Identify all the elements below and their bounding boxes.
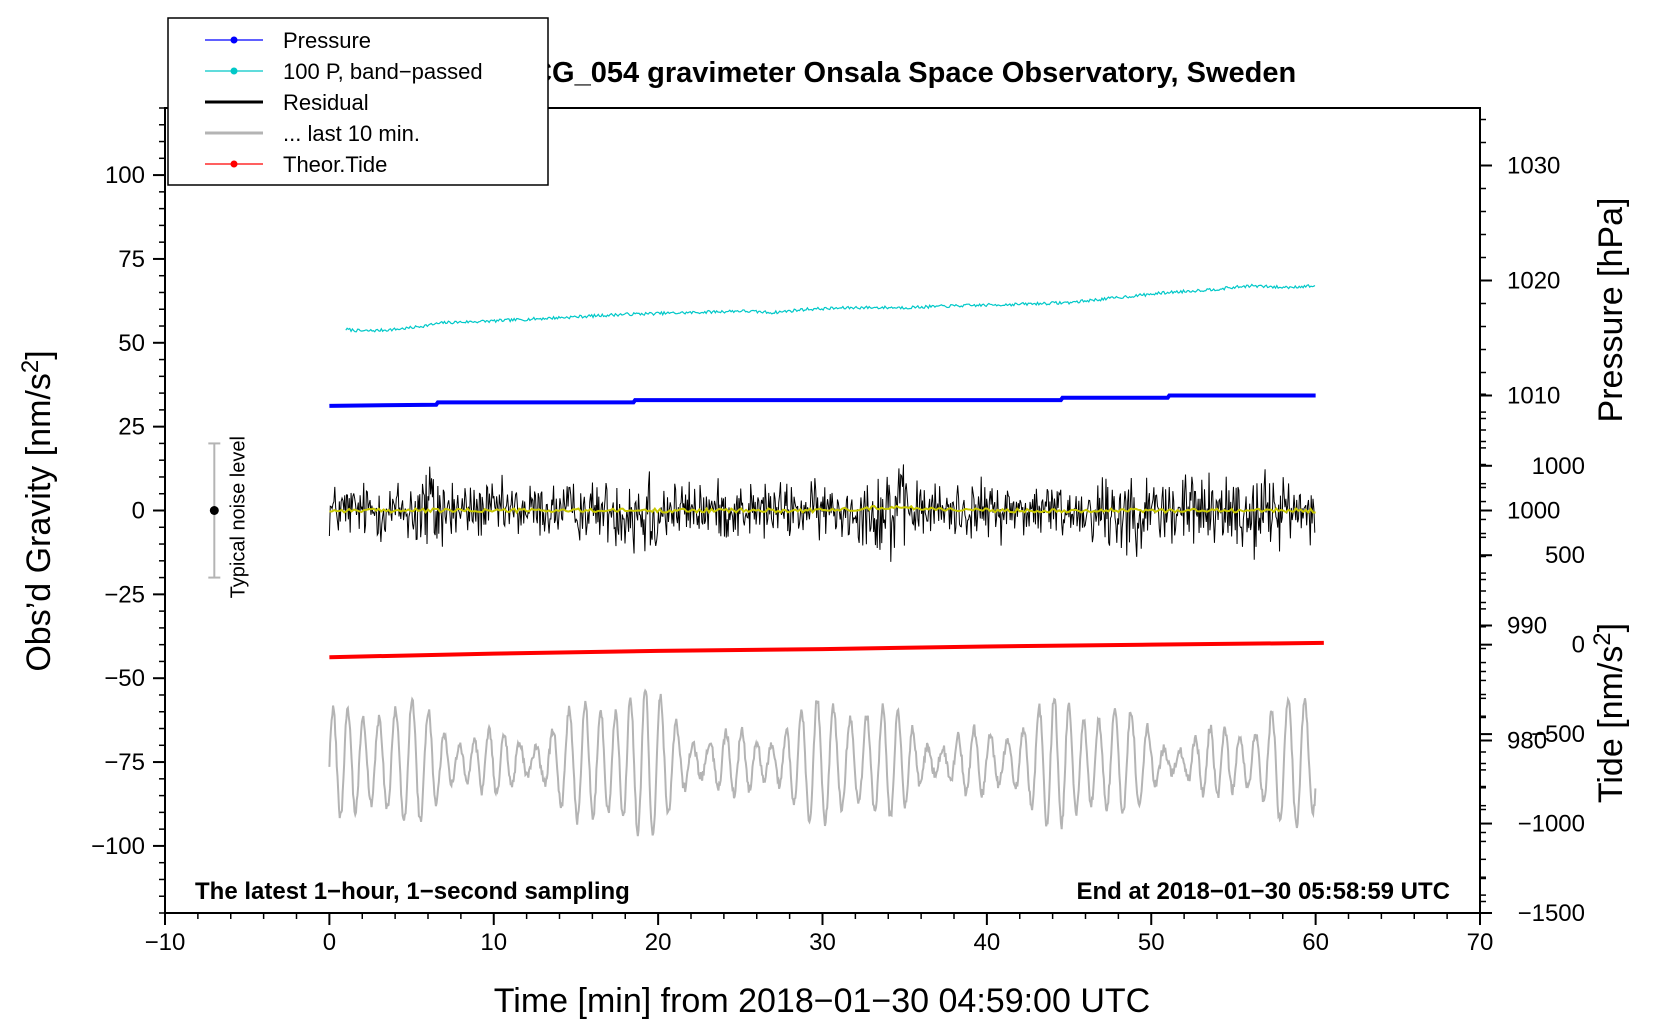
legend-marker — [230, 36, 238, 44]
noise-level-label: Typical noise level — [227, 436, 249, 598]
x-tick-label: −10 — [145, 929, 186, 956]
tide-tick-label: 1000 — [1532, 453, 1585, 480]
pressure-tick-label: 1020 — [1507, 268, 1560, 295]
y-tick-label: 100 — [105, 162, 145, 189]
legend-label: Residual — [283, 90, 369, 115]
y-tick-label: 75 — [118, 246, 145, 273]
pressure-tick-label: 990 — [1507, 613, 1547, 640]
annotation-end-time: End at 2018−01−30 05:58:59 UTC — [1076, 878, 1450, 905]
y-axis-title-gravity: Obs’d Gravity [nm/s2] — [17, 350, 58, 671]
legend: Pressure 100 P, band−passed Residual ... la… — [167, 17, 549, 186]
legend-marker — [230, 67, 238, 75]
axis-titles: Obs’d Gravity [nm/s2] Pressure [hPa] Tide … — [17, 198, 1630, 804]
chart-title: SCG_054 gravimeter Onsala Space Observat… — [512, 57, 1296, 89]
series-band-passed-pressure — [345, 283, 1316, 333]
legend-label: Theor.Tide — [283, 152, 387, 177]
pressure-tick-label: 1010 — [1507, 383, 1560, 410]
y-tick-label: −25 — [104, 581, 145, 608]
pressure-tick-label: 1000 — [1507, 498, 1560, 525]
pressure-tick-label: 1030 — [1507, 153, 1560, 180]
axes-layer: −10 0 10 20 30 40 50 60 701007550250−25−50−75−10… — [91, 107, 1585, 956]
series-pressure — [329, 393, 1316, 408]
y-tick-label: −100 — [91, 833, 145, 860]
noise-level-indicator: Typical noise level — [208, 436, 249, 598]
series-layer — [328, 283, 1324, 837]
legend-label: Pressure — [283, 28, 371, 53]
y-tick-label: 50 — [118, 330, 145, 357]
series-residual — [328, 464, 1316, 562]
series-theoretical-tide — [329, 640, 1324, 660]
annotation-sampling: The latest 1−hour, 1−second sampling — [195, 878, 630, 905]
y-axis-title-pressure: Pressure [hPa] — [1592, 198, 1630, 423]
tide-tick-label: −500 — [1531, 721, 1585, 748]
y-tick-label: 0 — [132, 498, 145, 525]
pressure-tick-label: 980 — [1507, 728, 1547, 755]
tide-tick-label: 0 — [1572, 632, 1585, 659]
noise-bar-center — [209, 506, 219, 515]
x-tick-label: 70 — [1467, 929, 1494, 956]
x-tick-label: 0 — [323, 929, 336, 956]
x-tick-label: 60 — [1302, 929, 1329, 956]
legend-label: ... last 10 min. — [283, 121, 420, 146]
x-tick-label: 50 — [1138, 929, 1165, 956]
x-axis-title: Time [min] from 2018−01−30 04:59:00 UTC — [494, 982, 1150, 1020]
tide-tick-label: −1500 — [1518, 900, 1585, 927]
series-last-10-min — [328, 688, 1317, 837]
y-tick-label: 25 — [118, 414, 145, 441]
tide-tick-label: −1000 — [1518, 811, 1585, 838]
x-tick-label: 40 — [974, 929, 1001, 956]
x-tick-label: 10 — [480, 929, 507, 956]
y-axis-title-tide: Tide [nm/s2] — [1589, 623, 1630, 803]
x-tick-label: 20 — [645, 929, 672, 956]
series-residual-smoothed — [329, 504, 1316, 515]
y-tick-label: −75 — [104, 749, 145, 776]
y-tick-label: −50 — [104, 665, 145, 692]
tide-tick-label: 500 — [1545, 542, 1585, 569]
legend-label: 100 P, band−passed — [283, 59, 483, 84]
legend-marker — [230, 160, 238, 168]
x-tick-label: 30 — [809, 929, 836, 956]
